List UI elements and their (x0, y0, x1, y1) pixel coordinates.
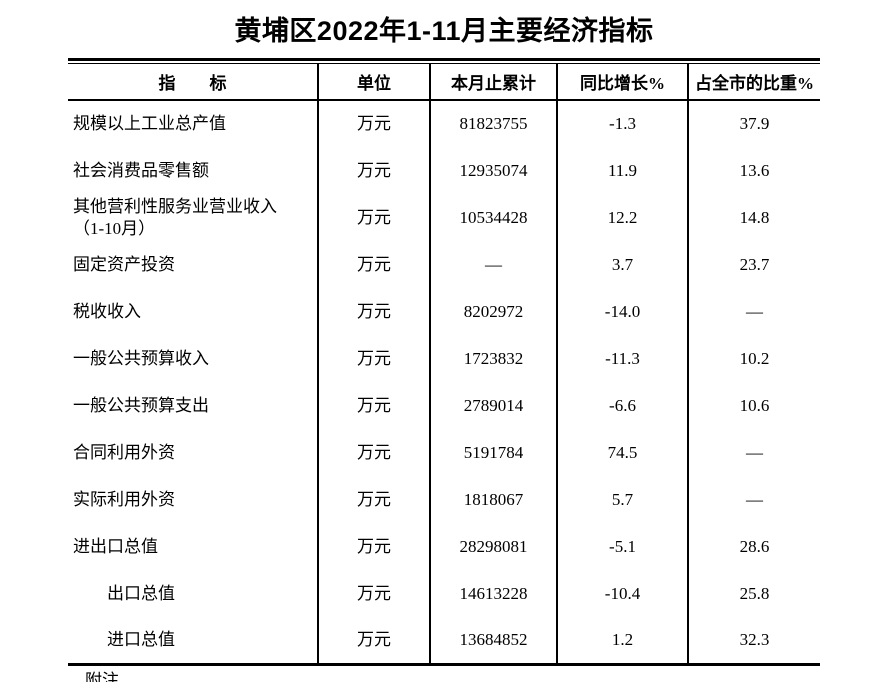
unit-cell: 万元 (317, 288, 430, 335)
header-yoy-growth: 同比增长% (556, 64, 688, 101)
yoy-cell: -14.0 (556, 288, 688, 335)
share-cell: 14.8 (687, 194, 820, 241)
share-cell: 23.7 (687, 241, 820, 288)
indicator-cell: 固定资产投资 (73, 254, 175, 274)
cumulative-cell: 28298081 (429, 523, 557, 570)
yoy-cell: 3.7 (556, 241, 688, 288)
unit-cell: 万元 (317, 241, 430, 288)
table-row: 出口总值 万元 14613228 -10.4 25.8 (68, 570, 820, 617)
unit-cell: 万元 (317, 382, 430, 429)
cumulative-cell: — (429, 241, 557, 288)
footnote-label: 附注 (85, 670, 119, 682)
share-cell: — (687, 429, 820, 476)
header-cumulative: 本月止累计 (429, 64, 557, 101)
cumulative-cell: 10534428 (429, 194, 557, 241)
share-cell: 28.6 (687, 523, 820, 570)
unit-cell: 万元 (317, 100, 430, 147)
yoy-cell: -6.6 (556, 382, 688, 429)
cumulative-cell: 1723832 (429, 335, 557, 382)
cumulative-cell: 2789014 (429, 382, 557, 429)
unit-cell: 万元 (317, 476, 430, 523)
indicator-cell: 社会消费品零售额 (73, 160, 209, 180)
share-cell: 10.2 (687, 335, 820, 382)
share-cell: 25.8 (687, 570, 820, 617)
cumulative-cell: 1818067 (429, 476, 557, 523)
indicator-cell: 税收收入 (73, 301, 141, 321)
header-indicator: 指 标 (68, 64, 318, 101)
indicator-cell: 合同利用外资 (73, 442, 175, 462)
table-body: 规模以上工业总产值 万元 81823755 -1.3 37.9 社会消费品零售额… (68, 100, 820, 664)
header-city-share: 占全市的比重% (687, 64, 820, 101)
table-top-rule-thick (68, 58, 820, 61)
indicator-cell: 一般公共预算支出 (73, 395, 209, 415)
indicator-cell: 进口总值 (73, 629, 175, 649)
cumulative-cell: 12935074 (429, 147, 557, 194)
unit-cell: 万元 (317, 147, 430, 194)
indicator-cell: 一般公共预算收入 (73, 348, 209, 368)
table-row: 社会消费品零售额 万元 12935074 11.9 13.6 (68, 147, 820, 194)
cumulative-cell: 5191784 (429, 429, 557, 476)
table-row: 固定资产投资 万元 — 3.7 23.7 (68, 241, 820, 288)
indicator-cell: 实际利用外资 (73, 489, 175, 509)
yoy-cell: -10.4 (556, 570, 688, 617)
indicator-cell: 出口总值 (73, 583, 175, 603)
share-cell: 13.6 (687, 147, 820, 194)
indicator-cell: 其他营利性服务业营业收入 （1-10月） (73, 196, 277, 238)
indicator-cell: 进出口总值 (73, 536, 158, 556)
cumulative-cell: 13684852 (429, 617, 557, 664)
table-row: 一般公共预算支出 万元 2789014 -6.6 10.6 (68, 382, 820, 429)
share-cell: 37.9 (687, 100, 820, 147)
table-top-rule-thin (68, 63, 820, 64)
indicator-cell: 规模以上工业总产值 (73, 114, 226, 133)
cumulative-cell: 81823755 (429, 100, 557, 147)
table-row: 进出口总值 万元 28298081 -5.1 28.6 (68, 523, 820, 570)
unit-cell: 万元 (317, 194, 430, 241)
economic-indicators-table: 指 标 单位 本月止累计 同比增长% 占全市的比重% 规模以上工业总产值 万元 … (68, 64, 820, 666)
unit-cell: 万元 (317, 429, 430, 476)
table-row: 实际利用外资 万元 1818067 5.7 — (68, 476, 820, 523)
yoy-cell: -11.3 (556, 335, 688, 382)
table-row: 规模以上工业总产值 万元 81823755 -1.3 37.9 (68, 100, 820, 147)
yoy-cell: 74.5 (556, 429, 688, 476)
table-row: 合同利用外资 万元 5191784 74.5 — (68, 429, 820, 476)
page-title: 黄埔区2022年1-11月主要经济指标 (234, 16, 654, 46)
unit-cell: 万元 (317, 570, 430, 617)
yoy-cell: 12.2 (556, 194, 688, 241)
table-section: 黄埔区2022年1-11月主要经济指标 指 标 单位 本月止累计 同比增长% 占… (68, 0, 820, 666)
yoy-cell: 5.7 (556, 476, 688, 523)
yoy-cell: 11.9 (556, 147, 688, 194)
header-unit: 单位 (317, 64, 430, 101)
share-cell: 10.6 (687, 382, 820, 429)
table-header-row: 指 标 单位 本月止累计 同比增长% 占全市的比重% (68, 64, 820, 101)
table-row: 税收收入 万元 8202972 -14.0 — (68, 288, 820, 335)
unit-cell: 万元 (317, 523, 430, 570)
unit-cell: 万元 (317, 617, 430, 664)
yoy-cell: 1.2 (556, 617, 688, 664)
cumulative-cell: 14613228 (429, 570, 557, 617)
yoy-cell: -5.1 (556, 523, 688, 570)
table-row: 一般公共预算收入 万元 1723832 -11.3 10.2 (68, 335, 820, 382)
share-cell: — (687, 476, 820, 523)
unit-cell: 万元 (317, 335, 430, 382)
table-row: 进口总值 万元 13684852 1.2 32.3 (68, 617, 820, 664)
share-cell: 32.3 (687, 617, 820, 664)
yoy-cell: -1.3 (556, 100, 688, 147)
table-row: 其他营利性服务业营业收入 （1-10月） 万元 10534428 12.2 14… (68, 194, 820, 241)
share-cell: — (687, 288, 820, 335)
cumulative-cell: 8202972 (429, 288, 557, 335)
